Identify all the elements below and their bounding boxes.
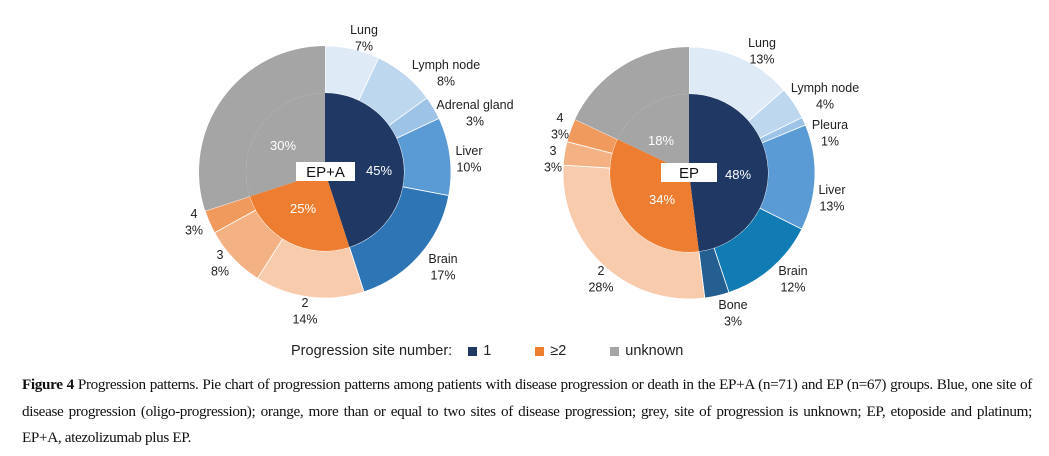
outer-slice-value: 28% — [588, 281, 613, 295]
outer-slice-name: 3 — [550, 144, 557, 158]
legend-title: Progression site number: — [291, 343, 453, 359]
outer-slice-name: Lung — [350, 23, 378, 37]
figure-caption: Figure 4 Progression patterns. Pie chart… — [22, 372, 1032, 452]
outer-slice-name: 4 — [557, 111, 564, 125]
outer-slice-value: 3% — [185, 224, 203, 238]
legend-label: 1 — [483, 343, 492, 359]
outer-slice-value: 3% — [724, 315, 742, 329]
outer-slice-name: Brain — [428, 252, 457, 266]
legend-item-1: 1 — [468, 343, 491, 359]
inner-slice-unknown — [617, 94, 689, 173]
outer-slice-value: 10% — [456, 161, 481, 175]
legend-item-2plus: ≥2 — [535, 343, 566, 359]
outer-slice-name: Bone — [718, 298, 747, 312]
inner-slice-label: 25% — [290, 201, 316, 216]
outer-slice-value: 14% — [292, 313, 317, 327]
center-label: EP+A — [306, 164, 345, 181]
outer-slice-name: Lung — [748, 36, 776, 50]
outer-slice-name: 2 — [598, 264, 605, 278]
legend-label: ≥2 — [550, 343, 567, 359]
outer-slice-value: 3% — [551, 128, 569, 142]
inner-slice-one — [689, 94, 769, 252]
outer-slice-value: 12% — [780, 281, 805, 295]
inner-slice-label: 45% — [366, 163, 392, 178]
legend-item-unknown: unknown — [610, 343, 683, 359]
legend-swatch — [610, 346, 620, 356]
outer-slice-value: 1% — [821, 135, 839, 149]
outer-slice-value: 8% — [211, 265, 229, 279]
outer-slice-name: 2 — [302, 296, 309, 310]
outer-slice-name: Liver — [455, 144, 482, 158]
outer-slice-value: 13% — [819, 200, 844, 214]
outer-slice-name: Pleura — [812, 118, 848, 132]
legend: Progression site number: 1 ≥2 unknown — [291, 343, 683, 359]
outer-slice-value: 4% — [816, 98, 834, 112]
outer-slice-unknown — [574, 47, 689, 140]
outer-slice-name: Lymph node — [412, 58, 480, 72]
outer-slice-value: 8% — [437, 75, 455, 89]
outer-slice-name: 4 — [191, 207, 198, 221]
outer-slice-value: 17% — [430, 269, 455, 283]
outer-slice-value: 3% — [544, 161, 562, 175]
caption-text: Progression patterns. Pie chart of progr… — [22, 376, 1032, 446]
legend-swatch — [535, 346, 545, 356]
inner-slice-one — [325, 93, 405, 248]
outer-slice-value: 7% — [355, 40, 373, 54]
outer-slice-value: 3% — [466, 115, 484, 129]
center-label-box — [661, 163, 717, 182]
inner-slice-two-plus — [249, 172, 350, 251]
outer-slice-name: Adrenal gland — [436, 98, 513, 112]
inner-slice-label: 30% — [270, 138, 296, 153]
legend-label: unknown — [625, 343, 684, 359]
inner-slice-label: 18% — [648, 133, 674, 148]
inner-slice-label: 34% — [649, 192, 675, 207]
outer-slice-unknown — [199, 46, 325, 211]
inner-slice-label: 48% — [725, 167, 751, 182]
outer-slice-name: Brain — [778, 264, 807, 278]
outer-slice-value: 13% — [749, 53, 774, 67]
outer-slice-name: Liver — [818, 183, 845, 197]
legend-swatch — [468, 346, 478, 356]
outer-slice-name: Lymph node — [791, 81, 859, 95]
progression-pie-charts: 45% 25% 30% EP+A Lung 7% Lymph node 8% Adrenal g… — [185, 23, 859, 329]
center-label: EP — [679, 165, 699, 182]
outer-slice-name: 3 — [217, 248, 224, 262]
figure-label: Figure 4 — [22, 376, 74, 393]
center-label-box — [296, 162, 355, 181]
